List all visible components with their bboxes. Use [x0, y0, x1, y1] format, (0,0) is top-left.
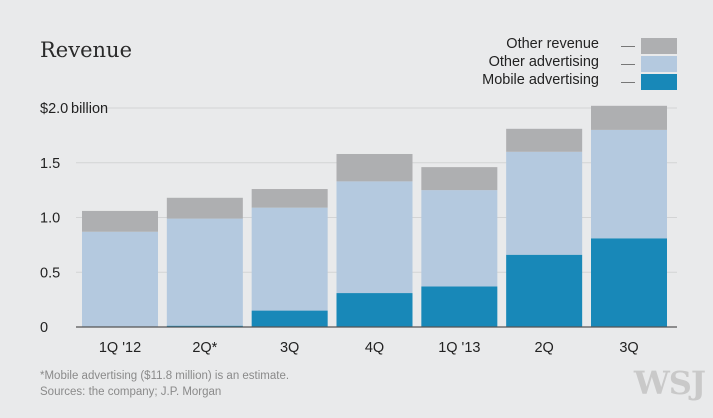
bar-segment-mobile-advertising — [506, 254, 583, 327]
y-tick-label: 0.5 — [40, 265, 60, 281]
bar-segment-other-advertising — [251, 207, 328, 311]
legend-leader-line — [621, 46, 635, 47]
y-unit-label: billion — [71, 101, 108, 117]
bar-segment-other-advertising — [82, 231, 158, 327]
legend-leader-line — [621, 64, 635, 65]
y-tick-label: 0 — [40, 320, 48, 336]
x-tick-label: 3Q — [619, 340, 638, 356]
legend-label-other-advertising: Other advertising — [488, 54, 599, 70]
bar-segment-mobile-advertising — [166, 325, 243, 327]
legend-item-mobile-advertising: Mobile advertising — [337, 72, 677, 90]
x-tick-label: 4Q — [365, 340, 384, 356]
bar-segment-other-advertising — [166, 218, 243, 326]
bar-segment-other-advertising — [591, 129, 667, 239]
footnote-estimate: *Mobile advertising ($11.8 million) is a… — [40, 370, 290, 382]
bar-segment-other-revenue — [166, 197, 243, 219]
chart-title: Revenue — [40, 38, 133, 62]
bar-segment-other-revenue — [421, 167, 498, 191]
bar-segment-mobile-advertising — [336, 293, 413, 327]
footnote: *Mobile advertising ($11.8 million) is a… — [40, 369, 289, 400]
y-tick-label: 1.5 — [40, 156, 60, 172]
legend-swatch-other-advertising — [641, 56, 677, 72]
bar-segment-other-advertising — [421, 190, 498, 287]
x-tick-label: 2Q — [534, 340, 553, 356]
footnote-sources: Sources: the company; J.P. Morgan — [40, 385, 222, 398]
legend-item-other-advertising: Other advertising — [337, 54, 677, 72]
bar-segment-other-revenue — [251, 189, 328, 208]
bar-segment-other-revenue — [506, 128, 583, 152]
legend-swatch-other-revenue — [641, 38, 677, 54]
legend-label-other-revenue: Other revenue — [506, 36, 599, 52]
bar-segment-mobile-advertising — [421, 286, 498, 327]
wsj-watermark-logo: WSJ — [633, 364, 706, 402]
legend-item-other-revenue: Other revenue — [337, 36, 677, 54]
bar-segment-other-revenue — [591, 105, 667, 130]
chart-legend: Other revenue Other advertising Mobile a… — [337, 36, 677, 92]
legend-label-mobile-advertising: Mobile advertising — [482, 72, 599, 88]
x-tick-label: 2Q* — [192, 340, 217, 356]
legend-swatch-mobile-advertising — [641, 74, 677, 90]
bar-segment-other-advertising — [336, 181, 413, 294]
x-tick-label: 3Q — [280, 340, 299, 356]
bar-segment-mobile-advertising — [251, 310, 328, 327]
bar-segment-other-revenue — [82, 210, 158, 232]
bar-segment-other-revenue — [336, 153, 413, 182]
y-tick-label: $2.0 — [40, 101, 68, 117]
bar-segment-other-advertising — [506, 151, 583, 255]
x-tick-label: 1Q '12 — [99, 340, 141, 356]
legend-leader-line — [621, 82, 635, 83]
x-tick-label: 1Q '13 — [438, 340, 480, 356]
y-tick-label: 1.0 — [40, 211, 60, 227]
bar-segment-mobile-advertising — [591, 238, 667, 327]
